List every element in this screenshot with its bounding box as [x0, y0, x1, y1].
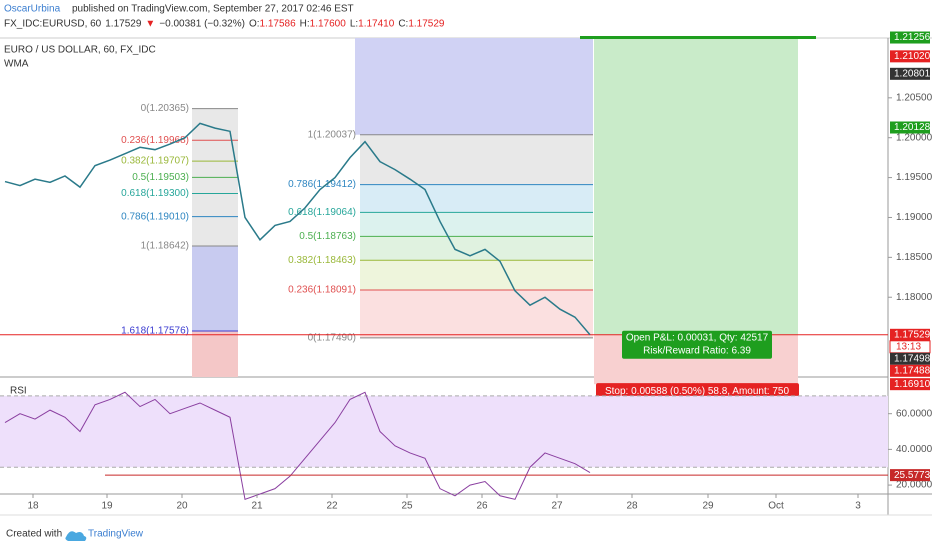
fib-label: 0.236(1.18091) — [288, 285, 356, 296]
ohlc-value: 1.17529 — [408, 19, 445, 30]
date-label: 27 — [551, 501, 563, 512]
footer-created: Created with — [6, 529, 62, 540]
tv-logo — [65, 531, 87, 541]
date-label: 28 — [626, 501, 638, 512]
legend-indicator: WMA — [4, 59, 29, 70]
fib-label: 0.786(1.19010) — [121, 211, 189, 222]
y-tick-label: 1.18000 — [896, 292, 932, 303]
date-label: 3 — [855, 501, 861, 512]
fib-label: 0.5(1.19503) — [132, 172, 189, 183]
rsi-line — [4, 391, 591, 501]
pnl-text: Open P&L: 0.00031, Qty: 42517 — [626, 332, 769, 343]
date-label: Oct — [768, 501, 784, 512]
fib-label: 0.382(1.18463) — [288, 255, 356, 266]
symbol: FX_IDC:EURUSD, 60 — [4, 19, 102, 30]
price-badge-label: 1.17498 — [894, 353, 931, 364]
price-badge-label: 1.20128 — [894, 122, 931, 133]
fib-zone — [360, 260, 593, 290]
rsi-badge — [890, 469, 930, 482]
countdown: 13:13 — [896, 341, 921, 352]
ohlc-key: H: — [300, 19, 310, 30]
y-tick-label: 60.0000 — [896, 408, 932, 419]
fib-zone — [360, 212, 593, 237]
price-badge-label: 1.21256 — [894, 32, 931, 43]
pnl-box — [622, 330, 772, 359]
legend-name: EURO / US DOLLAR, 60, FX_IDC — [4, 45, 156, 56]
published: published on TradingView.com, September … — [72, 4, 354, 15]
y-tick-label: 1.20500 — [896, 92, 932, 103]
change: −0.00381 (−0.32%) — [159, 19, 245, 30]
price-badge — [890, 31, 930, 44]
stop-text: Stop: 0.00588 (0.50%) 58.8, Amount: 750 — [605, 386, 789, 397]
price-badge-label: 1.21020 — [894, 51, 931, 62]
fib-label: 1(1.18642) — [141, 241, 189, 252]
price-badge-label: 1.20801 — [894, 68, 931, 79]
ohlc-key: C: — [398, 19, 408, 30]
fib-label: 0.618(1.19064) — [288, 207, 356, 218]
fib-label: 0(1.20365) — [141, 103, 189, 114]
y-tick-label: 20.0000 — [896, 480, 932, 491]
y-tick-label: 1.20000 — [896, 132, 932, 143]
date-label: 26 — [476, 501, 488, 512]
range-red — [192, 331, 238, 377]
rsi-band — [0, 395, 888, 468]
price-badge — [890, 67, 930, 80]
date-label: 18 — [27, 501, 39, 512]
price-badge — [890, 50, 930, 63]
fib-zone — [360, 289, 593, 338]
fib-label: 0.5(1.18763) — [299, 231, 356, 242]
date-label: 22 — [326, 501, 338, 512]
fib-zone — [360, 184, 593, 213]
price-badge — [890, 121, 930, 134]
fib-label: 0.382(1.19707) — [121, 156, 189, 167]
range-blue — [192, 246, 238, 332]
price-badge — [890, 352, 930, 365]
y-tick-label: 1.18500 — [896, 252, 932, 263]
rsi-badge-label: 25.5773 — [894, 470, 931, 481]
date-label: 29 — [702, 501, 714, 512]
y-tick-label: 40.0000 — [896, 444, 932, 455]
fib-label: 0.786(1.19412) — [288, 179, 356, 190]
last-price: 1.17529 — [105, 19, 142, 30]
fib-label: 1.618(1.17576) — [121, 326, 189, 337]
author[interactable]: OscarUrbina — [4, 4, 61, 15]
target-zone — [594, 37, 798, 335]
price-line — [4, 122, 591, 336]
price-badge-label: 1.17488 — [894, 365, 931, 376]
y-tick-label: 1.19000 — [896, 212, 932, 223]
ohlc-value: 1.17410 — [358, 19, 395, 30]
price-badge-label: 1.17529 — [894, 329, 931, 340]
fib-label: 0(1.17490) — [308, 333, 356, 344]
range-blue — [355, 38, 593, 135]
rsi-title: RSI — [10, 386, 27, 397]
stop-box — [596, 383, 799, 399]
date-label: 20 — [176, 501, 188, 512]
date-label: 25 — [401, 501, 413, 512]
fib-label: 0.618(1.19300) — [121, 188, 189, 199]
ohlc-key: O: — [249, 19, 260, 30]
ohlc-key: L: — [350, 19, 358, 30]
price-badge — [890, 364, 930, 377]
footer-brand[interactable]: TradingView — [88, 529, 144, 540]
price-badge — [890, 378, 930, 391]
date-label: 19 — [101, 501, 113, 512]
price-badge-label: 1.16910 — [894, 379, 931, 390]
fib-label: 0.236(1.19968) — [121, 135, 189, 146]
change-arrow: ▼ — [145, 19, 155, 30]
ohlc-value: 1.17600 — [310, 19, 347, 30]
fib-zone — [360, 134, 593, 185]
fib-zone — [360, 236, 593, 261]
price-badge — [890, 328, 930, 341]
fib-label: 1(1.20037) — [308, 129, 356, 140]
y-tick-label: 1.19500 — [896, 172, 932, 183]
rr-text: Risk/Reward Ratio: 6.39 — [643, 345, 751, 356]
date-label: 21 — [251, 501, 263, 512]
ohlc-value: 1.17586 — [260, 19, 297, 30]
